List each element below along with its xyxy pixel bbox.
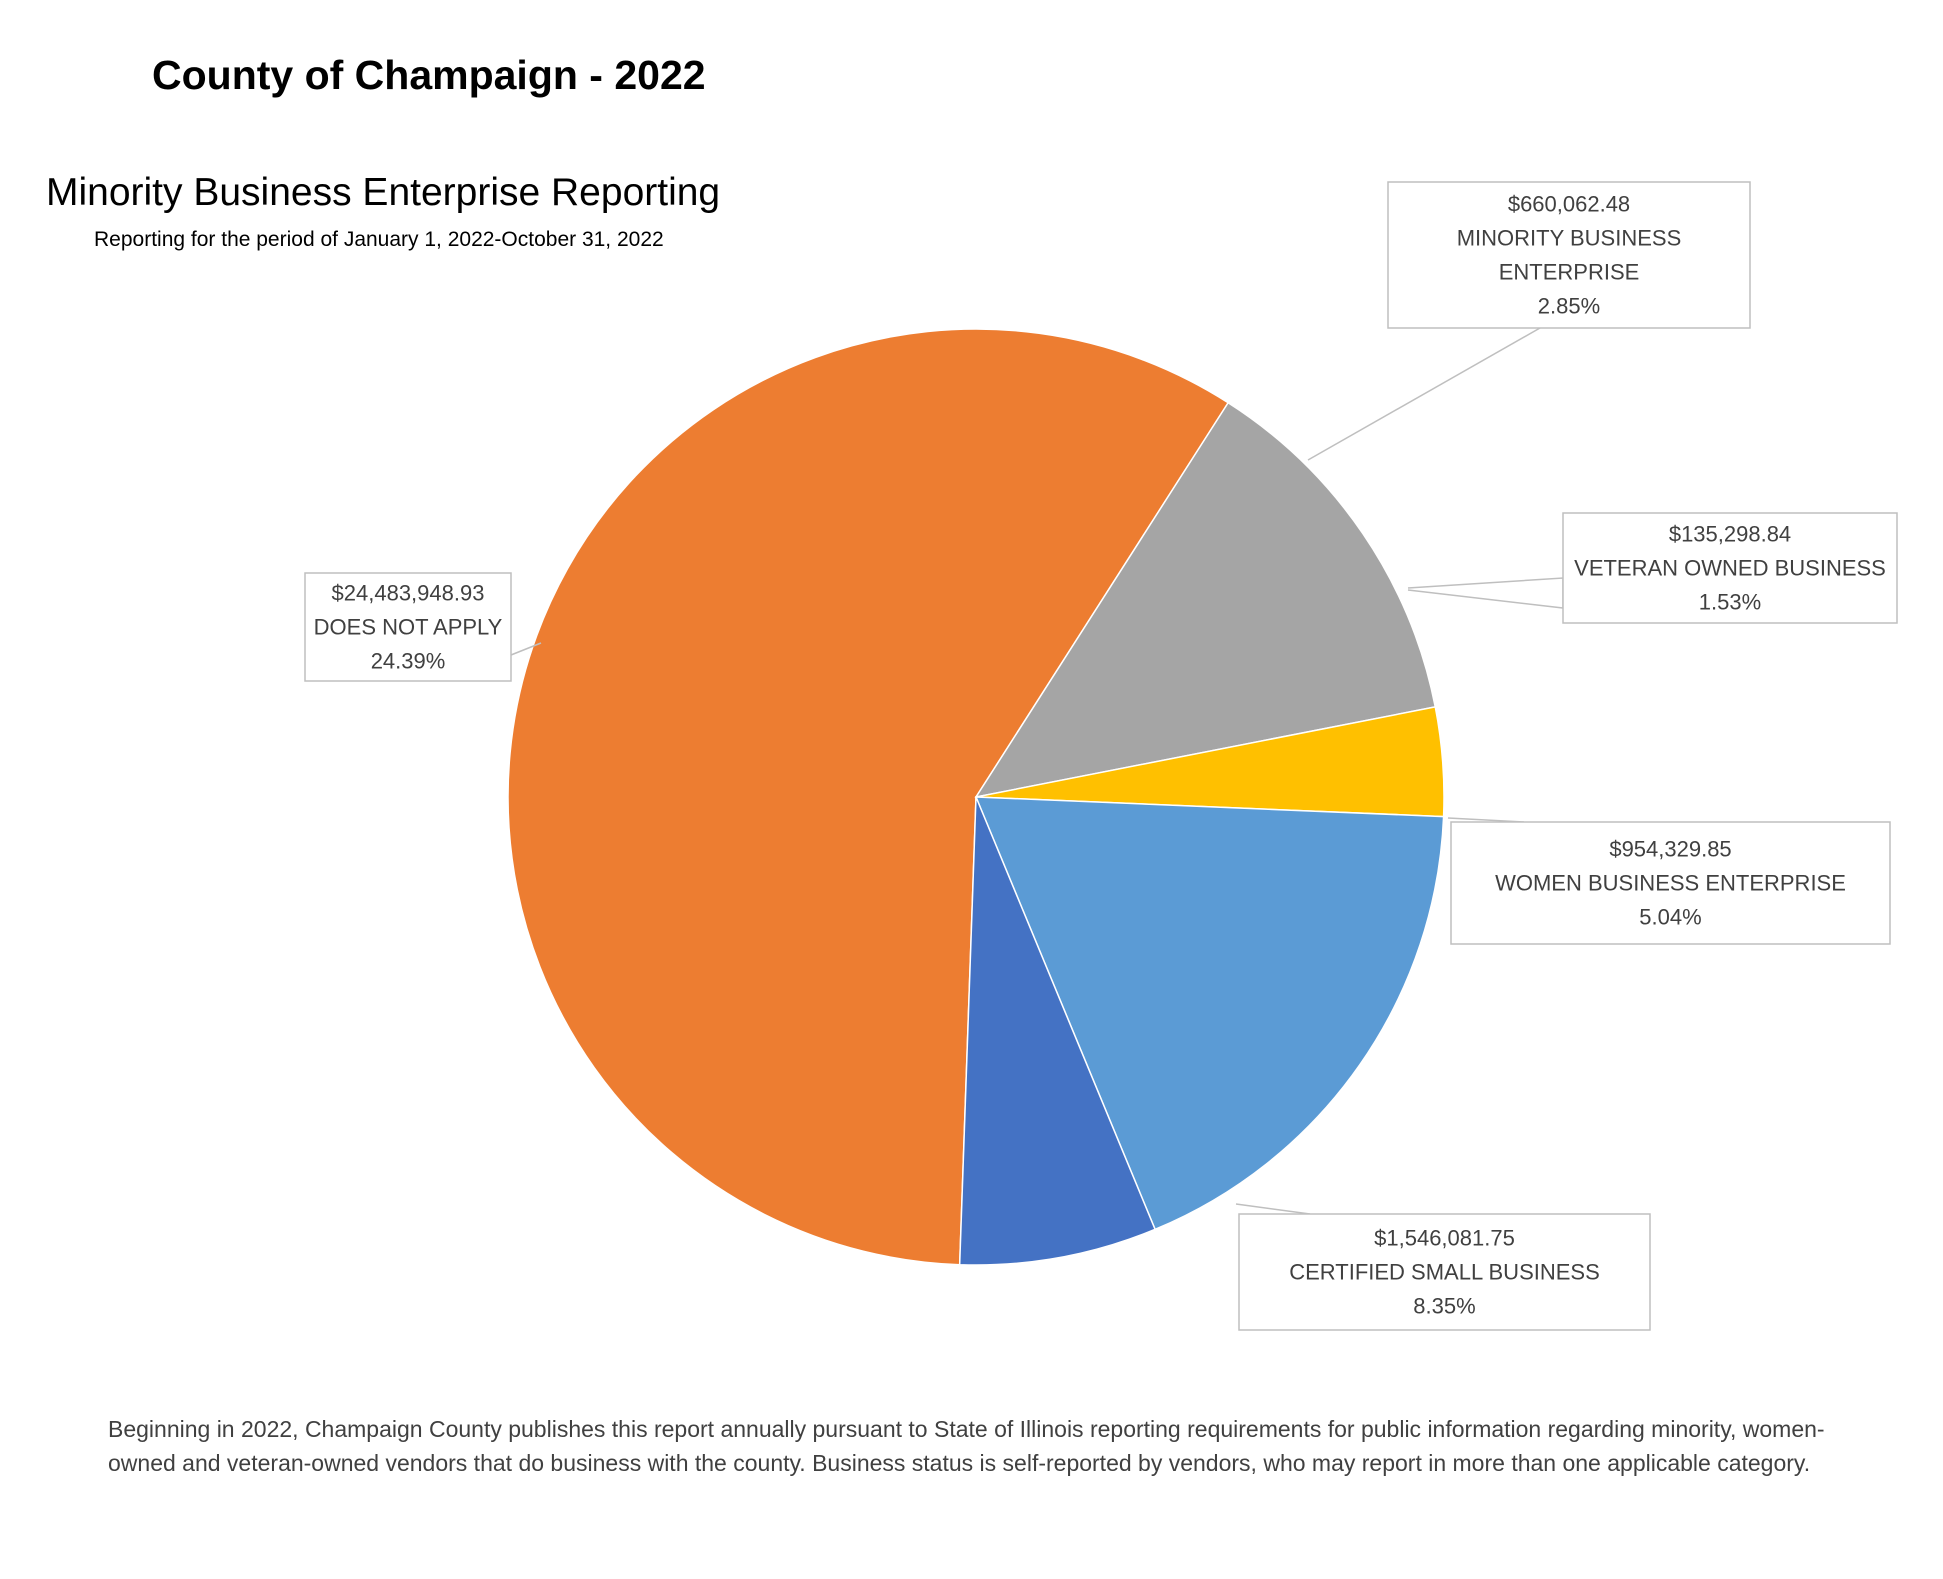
data-label-amount: $660,062.48 [1508, 191, 1630, 216]
chart-subtitle: Reporting for the period of January 1, 2… [94, 228, 664, 251]
data-label-minority-business-enterprise: $660,062.48 MINORITY BUSINESS ENTERPRISE 2.… [1387, 181, 1751, 329]
data-label-box [1450, 821, 1891, 945]
pie-slice-minority-business-enterprise [974, 401, 1437, 799]
data-label-amount: $24,483,948.93 [332, 580, 485, 605]
data-label-percent: 8.35% [1413, 1293, 1475, 1318]
page-title: County of Champaign - 2022 [152, 52, 706, 98]
data-label-does-not-apply: $24,483,948.93 DOES NOT APPLY 24.39% [304, 572, 512, 682]
data-label-percent: 1.53% [1699, 589, 1761, 614]
data-label-category: VETERAN OWNED BUSINESS [1574, 555, 1886, 580]
data-label-box [1238, 1213, 1651, 1331]
footnote: Beginning in 2022, Champaign County publ… [108, 1416, 1825, 1476]
pie-slice-does-not-apply [507, 328, 1230, 1266]
data-label-amount: $954,329.85 [1609, 836, 1731, 861]
data-label-veteran-owned-business: $135,298.84 VETERAN OWNED BUSINESS 1.53% [1562, 512, 1898, 624]
data-label-category: ENTERPRISE [1499, 259, 1640, 284]
data-label-percent: 2.85% [1538, 293, 1600, 318]
data-label-women-business-enterprise: $954,329.85 WOMEN BUSINESS ENTERPRISE 5.04… [1450, 821, 1891, 945]
data-label-box [1562, 512, 1898, 624]
data-label-category: WOMEN BUSINESS ENTERPRISE [1495, 870, 1846, 895]
data-label-box [1387, 181, 1751, 329]
leader-line-does-not-apply [510, 642, 542, 656]
data-label-certified-small-business: $1,546,081.75 CERTIFIED SMALL BUSINESS 8.3… [1238, 1213, 1651, 1331]
pie-slice-women-business-enterprise [974, 796, 1445, 1231]
data-label-category: DOES NOT APPLY [314, 614, 503, 639]
data-label-category: MINORITY BUSINESS [1457, 225, 1682, 250]
data-label-percent: 24.39% [371, 648, 446, 673]
leader-line-veteran-owned-business [1407, 577, 1564, 609]
leader-line-certified-small-business [1235, 1203, 1311, 1215]
pie-chart: $24,483,948.93 DOES NOT APPLY 24.39% $660,0… [304, 181, 1898, 1331]
pie-slice-certified-small-business [958, 796, 1157, 1266]
data-label-box [304, 572, 512, 682]
leader-line-minority-business-enterprise [1307, 327, 1541, 461]
data-label-percent: 5.04% [1639, 904, 1701, 929]
data-label-amount: $135,298.84 [1669, 521, 1791, 546]
chart-title: Minority Business Enterprise Reporting [46, 171, 721, 214]
data-label-category: CERTIFIED SMALL BUSINESS [1289, 1259, 1600, 1284]
data-label-amount: $1,546,081.75 [1374, 1225, 1515, 1250]
